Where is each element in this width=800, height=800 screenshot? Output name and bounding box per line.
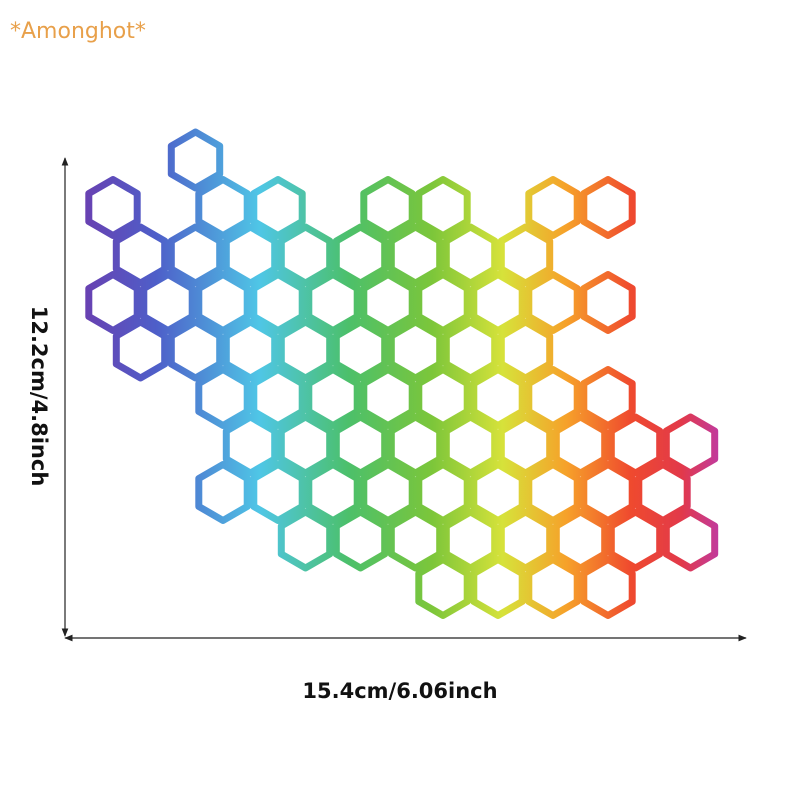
hexagon — [305, 461, 361, 524]
hexagon — [305, 366, 361, 429]
hexagon — [112, 318, 169, 382]
hexagon — [497, 413, 554, 477]
hexagon — [497, 318, 554, 382]
hexagon — [195, 366, 251, 429]
hexagon — [195, 271, 251, 334]
hexagon — [222, 413, 279, 477]
hexagon — [222, 223, 279, 287]
hexagon — [360, 271, 416, 334]
hexagon — [525, 366, 581, 429]
hexagon — [415, 556, 471, 619]
hexagon — [387, 413, 444, 477]
width-label: 15.4cm/6.06inch — [302, 679, 497, 703]
hexagon — [332, 318, 389, 382]
hexagon — [662, 413, 719, 477]
hexagon — [167, 128, 224, 192]
hexagon — [140, 271, 196, 334]
hexagon — [470, 366, 526, 429]
hexagon — [580, 176, 636, 239]
hexagon — [580, 461, 636, 524]
hexagon — [332, 223, 389, 287]
hexagon — [497, 223, 554, 287]
hexagon — [167, 223, 224, 287]
hexagon — [415, 176, 471, 239]
hexagon — [250, 176, 306, 239]
hexagon — [552, 413, 609, 477]
hexagon — [607, 508, 664, 572]
hexagon — [525, 176, 581, 239]
hexagon — [607, 413, 664, 477]
hexagon — [222, 318, 279, 382]
hexagon — [387, 223, 444, 287]
hexagon — [85, 176, 141, 239]
hexagon — [387, 508, 444, 572]
hexagon — [250, 271, 306, 334]
hexagon — [277, 413, 334, 477]
hexagon — [277, 508, 334, 572]
height-label: 12.2cm/4.8inch — [27, 306, 51, 487]
hexagon — [442, 508, 499, 572]
hexagon — [635, 461, 691, 524]
hexagon — [85, 271, 141, 334]
hexagon — [360, 461, 416, 524]
hexagon — [662, 508, 719, 572]
hexagon — [387, 318, 444, 382]
hexagon — [525, 271, 581, 334]
hexagon — [470, 461, 526, 524]
hexagon — [112, 223, 169, 287]
hexagon — [167, 318, 224, 382]
hexagon — [580, 366, 636, 429]
hexagon — [360, 366, 416, 429]
hexagon — [580, 556, 636, 619]
hexagon — [305, 271, 361, 334]
hexagon — [470, 556, 526, 619]
hexagon — [470, 271, 526, 334]
watermark: *Amonghot* — [10, 19, 146, 44]
hexagon — [332, 508, 389, 572]
hexagon — [497, 508, 554, 572]
hexagon — [442, 413, 499, 477]
hexagon — [250, 461, 306, 524]
hexagon — [442, 318, 499, 382]
hexagon — [415, 461, 471, 524]
hexagon — [195, 461, 251, 524]
hexagon — [442, 223, 499, 287]
hexagon — [552, 508, 609, 572]
hexagon — [360, 176, 416, 239]
hexagon — [580, 271, 636, 334]
hexagon — [250, 366, 306, 429]
hexagon — [277, 223, 334, 287]
hexagon — [277, 318, 334, 382]
hexagon-grid — [85, 128, 719, 619]
hexagon — [525, 556, 581, 619]
hexagon — [332, 413, 389, 477]
hexagon — [415, 271, 471, 334]
hexagon — [415, 366, 471, 429]
hexagon — [195, 176, 251, 239]
hexagon — [525, 461, 581, 524]
